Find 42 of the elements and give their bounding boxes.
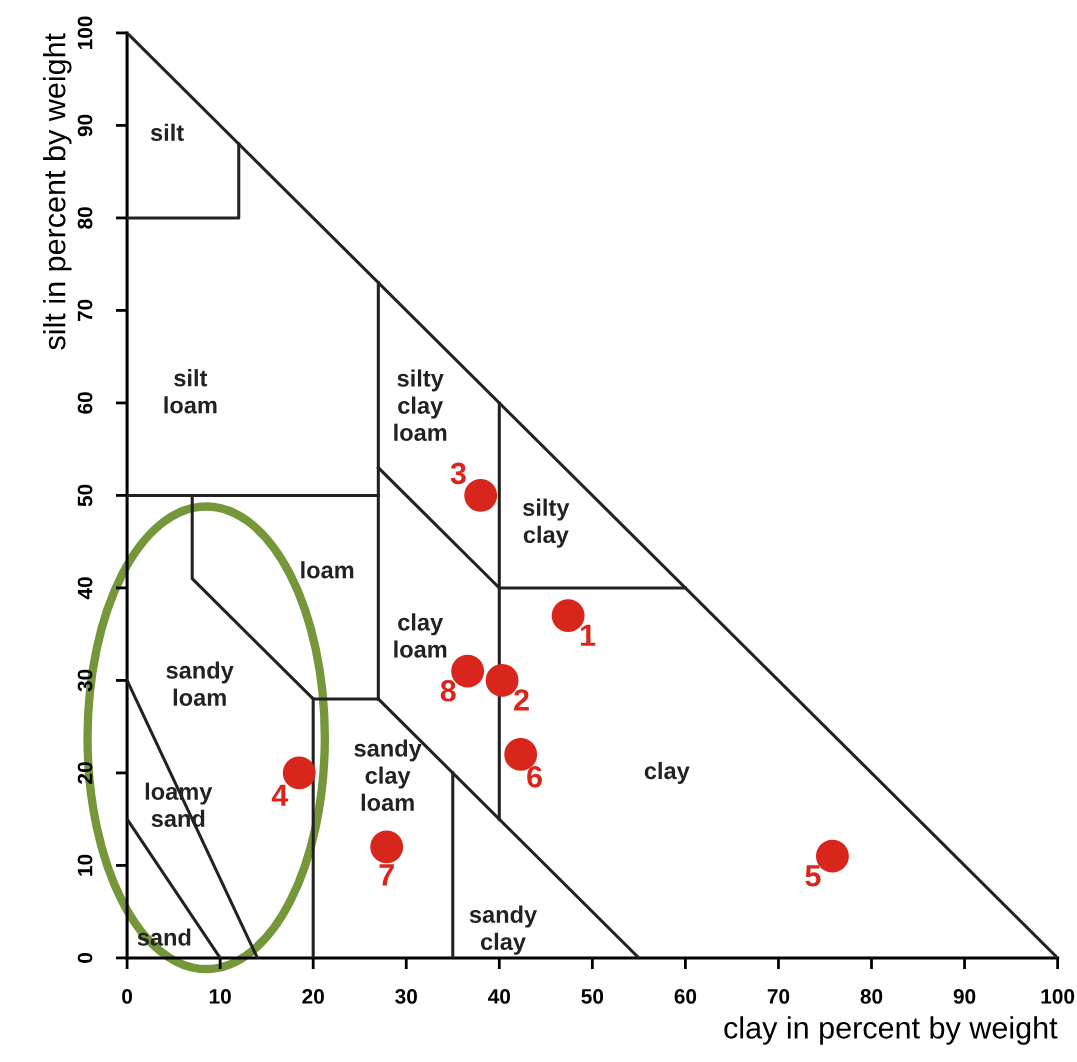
y-tick-label: 80 <box>77 207 93 229</box>
annotation: 7 <box>379 864 394 886</box>
x-tick-label: 10 <box>209 989 231 1004</box>
x-tick-label: 30 <box>395 989 417 1004</box>
y-tick-label: 50 <box>77 484 93 507</box>
annotation: 3 <box>450 462 466 485</box>
annotation: 6 <box>527 765 542 788</box>
annotation: clay <box>644 761 690 784</box>
y-tick-label: 90 <box>77 114 93 137</box>
x-tick-label: 60 <box>674 989 697 1004</box>
x-tick-label: 70 <box>767 989 790 1004</box>
annotation: 4 <box>271 784 289 806</box>
annotation: sandy loam <box>166 661 234 706</box>
annotation: silty clay loam <box>394 369 447 442</box>
y-tick-label: 30 <box>77 669 93 692</box>
y-tick-label: 60 <box>77 392 93 414</box>
annotation: silt <box>150 123 184 142</box>
annotation: 5 <box>805 865 821 887</box>
annotation: 1 <box>581 624 596 646</box>
annotation: sandy clay loam <box>354 739 422 812</box>
x-tick-label: 50 <box>581 989 604 1004</box>
x-tick-label: 40 <box>488 989 511 1004</box>
annotation: silt loam <box>164 369 217 414</box>
y-axis-title: silt in percent by weight <box>43 33 72 350</box>
annotation: sandy clay <box>469 905 538 955</box>
annotation: clay loam <box>394 613 447 658</box>
x-tick-label: 80 <box>860 989 883 1004</box>
annotation: 8 <box>440 679 456 702</box>
annotation: loam <box>301 561 354 579</box>
y-tick-label: 70 <box>77 299 93 322</box>
x-tick-label: 20 <box>302 989 324 1004</box>
x-tick-label: 100 <box>1041 989 1075 1004</box>
y-tick-label: 40 <box>77 577 93 600</box>
annotation: silty clay <box>523 498 570 548</box>
y-tick-label: 20 <box>77 762 93 784</box>
x-axis-title: clay in percent by weight <box>724 1016 1058 1045</box>
y-tick-label: 0 <box>77 952 93 963</box>
y-tick-label: 10 <box>77 854 93 876</box>
y-tick-label: 100 <box>77 16 93 49</box>
x-tick-label: 90 <box>953 989 976 1004</box>
annotation: 2 <box>514 689 529 711</box>
x-tick-label: 0 <box>122 989 133 1004</box>
